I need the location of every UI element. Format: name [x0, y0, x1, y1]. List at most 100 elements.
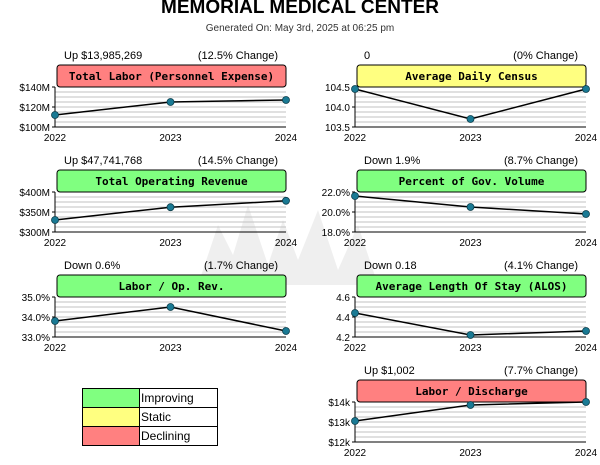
chart-3-y-tick-label: $350M — [19, 208, 50, 219]
chart-5-y-tick-label: 33.0% — [22, 333, 50, 344]
chart-1-x-tick-label: 2022 — [44, 133, 67, 144]
legend-row-static: Static — [83, 407, 217, 426]
chart-7-panel: Up $1,002 (7.7% Change) Labor / Discharge $… — [300, 365, 600, 465]
chart-7-data-point — [466, 401, 475, 409]
chart-1-svg: Total Labor (Personnel Expense) $100M $120… — [19, 64, 298, 144]
chart-5-data-point — [166, 303, 175, 311]
chart-2-series-line — [354, 88, 587, 120]
legend-label-static: Static — [141, 410, 172, 424]
chart-3-x-tick-label: 2022 — [44, 238, 67, 249]
legend-label-improving: Improving — [141, 391, 194, 405]
chart-1-y-tick-label: $100M — [19, 123, 50, 134]
chart-7-x-tick-label: 2024 — [575, 448, 598, 459]
chart-4-svg: Percent of Gov. Volume 18.0% 20.0% 22.0% 202… — [322, 169, 598, 249]
chart-2-x-tick-label: 2023 — [459, 133, 482, 144]
chart-4-data-point — [582, 210, 590, 218]
chart-5-y-tick-label: 35.0% — [22, 293, 50, 304]
legend-row-improving: Improving — [83, 389, 217, 407]
chart-5-data-point — [282, 327, 290, 335]
chart-3-y-tick-label: $300M — [19, 228, 50, 239]
chart-1-panel: Up $13,985,269 (12.5% Change) Total Labor … — [0, 50, 300, 150]
chart-6-data-point — [351, 309, 359, 317]
watermark-graphic — [198, 205, 378, 285]
chart-1-data-point — [51, 111, 59, 119]
chart-1-data-point — [166, 98, 175, 106]
chart-4-data-point — [351, 192, 359, 200]
chart-1-x-tick-label: 2023 — [159, 133, 182, 144]
chart-4-y-tick-label: 22.0% — [322, 188, 350, 199]
chart-1-title: Total Labor (Personnel Expense) — [69, 70, 274, 83]
chart-5-change-percent: (1.7% Change) — [204, 260, 278, 272]
chart-4-title: Percent of Gov. Volume — [399, 175, 545, 188]
chart-4-change-percent: (8.7% Change) — [504, 155, 578, 167]
chart-6-x-tick-label: 2024 — [575, 343, 598, 354]
generated-timestamp: Generated On: May 3rd, 2025 at 06:25 pm — [205, 23, 395, 34]
chart-6-change-amount: Down 0.18 — [364, 260, 417, 272]
chart-2-panel: 0 (0% Change) Average Daily Census 103.5 104… — [300, 50, 600, 150]
chart-3-svg: Total Operating Revenue $300M $350M $400M 20… — [19, 169, 298, 249]
chart-5-x-tick-label: 2023 — [159, 343, 182, 354]
chart-3-y-tick-label: $400M — [19, 188, 50, 199]
legend-swatch-improving — [83, 389, 140, 407]
chart-5-x-tick-label: 2024 — [275, 343, 298, 354]
chart-3-x-tick-label: 2024 — [275, 238, 298, 249]
chart-1-change-percent: (12.5% Change) — [197, 50, 278, 62]
legend-swatch-declining — [83, 427, 140, 445]
chart-2-x-tick-label: 2022 — [344, 133, 367, 144]
chart-6-x-tick-label: 2022 — [344, 343, 367, 354]
chart-2-title-box — [356, 64, 587, 88]
chart-2-data-point — [582, 85, 590, 93]
chart-3-change-amount: Up $47,741,768 — [64, 155, 143, 167]
chart-1-title-box — [56, 64, 287, 88]
chart-7-change-percent: (7.7% Change) — [504, 365, 578, 377]
page-title: MEMORIAL MEDICAL CENTER — [161, 0, 439, 18]
chart-5-panel: Down 0.6% (1.7% Change) Labor / Op. Rev. 33… — [0, 260, 300, 360]
chart-6-data-point — [466, 331, 475, 339]
chart-4-title-box — [356, 169, 587, 193]
chart-3-title-box — [56, 169, 287, 193]
chart-7-x-tick-label: 2022 — [344, 448, 367, 459]
chart-6-title: Average Length Of Stay (ALOS) — [375, 280, 567, 293]
chart-2-y-tick-label: 103.5 — [325, 123, 350, 134]
chart-5-y-tick-label: 34.0% — [22, 313, 50, 324]
chart-2-y-tick-label: 104.5 — [325, 83, 350, 94]
chart-4-y-tick-label: 18.0% — [322, 228, 350, 239]
chart-3-data-point — [166, 203, 175, 212]
chart-7-title: Labor / Discharge — [415, 385, 528, 398]
chart-2-data-point — [466, 115, 475, 123]
legend-row-declining: Declining — [83, 426, 217, 445]
chart-3-panel: Up $47,741,768 (14.5% Change) Total Operat… — [0, 155, 300, 255]
chart-1-y-tick-label: $140M — [19, 83, 50, 94]
chart-1-x-tick-label: 2024 — [275, 133, 298, 144]
chart-6-panel: Down 0.18 (4.1% Change) Average Length Of … — [300, 260, 600, 360]
chart-5-data-point — [51, 317, 59, 325]
legend-label-declining: Declining — [141, 429, 191, 443]
chart-4-data-point — [466, 203, 475, 211]
chart-5-x-tick-label: 2022 — [44, 343, 67, 354]
chart-3-title: Total Operating Revenue — [95, 175, 248, 188]
chart-1-data-point — [282, 96, 290, 104]
chart-6-y-tick-label: 4.6 — [336, 293, 350, 304]
chart-2-svg: Average Daily Census 103.5 104.0 104.5 2022 2… — [325, 64, 598, 144]
chart-7-svg: Labor / Discharge $12k $13k $14k 2022 2023 202… — [328, 379, 598, 459]
chart-6-x-tick-label: 2023 — [459, 343, 482, 354]
chart-1-y-tick-label: $120M — [19, 103, 50, 114]
chart-4-panel: Down 1.9% (8.7% Change) Percent of Gov. Vo… — [300, 155, 600, 255]
chart-7-data-point — [351, 417, 359, 425]
chart-7-change-amount: Up $1,002 — [364, 365, 415, 377]
chart-5-change-amount: Down 0.6% — [64, 260, 121, 272]
chart-7-data-point — [582, 398, 590, 406]
chart-7-x-tick-label: 2023 — [459, 448, 482, 459]
chart-2-x-tick-label: 2024 — [575, 133, 598, 144]
chart-7-y-tick-label: $13k — [328, 418, 351, 429]
chart-2-change-percent: (0% Change) — [513, 50, 578, 62]
chart-4-x-tick-label: 2024 — [575, 238, 598, 249]
chart-1-change-amount: Up $13,985,269 — [64, 50, 143, 62]
chart-6-title-box — [356, 274, 587, 298]
chart-5-svg: Labor / Op. Rev. 33.0% 34.0% 35.0% 2022 2023 2… — [22, 274, 298, 354]
chart-2-data-point — [351, 85, 359, 93]
chart-4-x-tick-label: 2022 — [344, 238, 367, 249]
legend: Improving Static Declining — [82, 388, 218, 446]
chart-7-y-tick-label: $14k — [328, 398, 351, 409]
chart-3-change-percent: (14.5% Change) — [197, 155, 278, 167]
